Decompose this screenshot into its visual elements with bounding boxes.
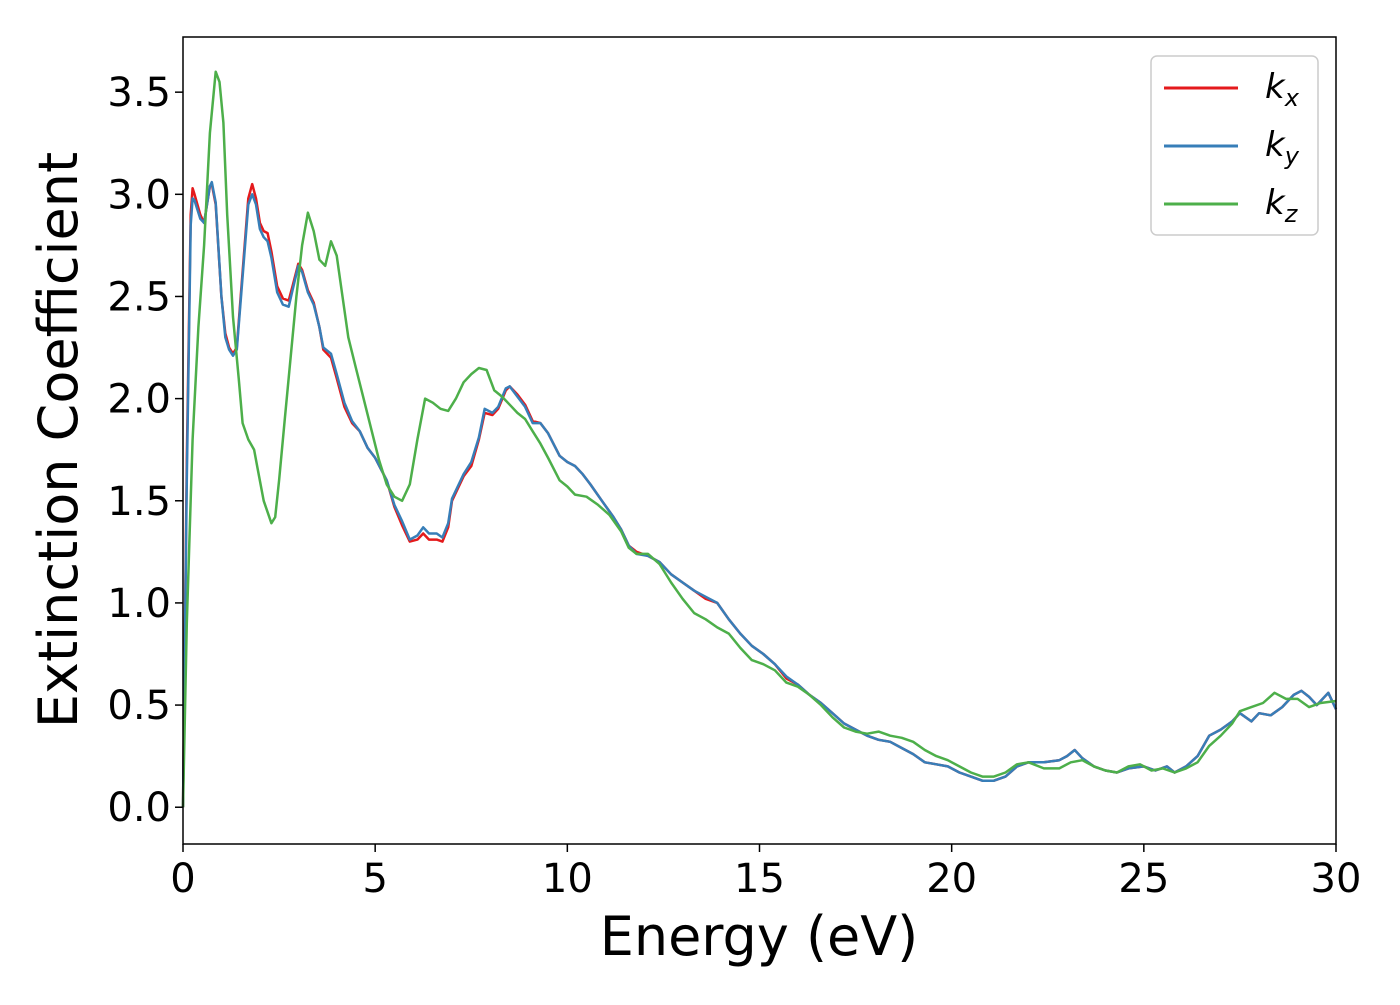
y-axis-title: Extinction Coefficient bbox=[27, 152, 90, 728]
x-tick-label: 30 bbox=[1311, 856, 1362, 902]
x-axis: 0 5 10 15 20 25 30 bbox=[170, 844, 1361, 902]
x-tick-label: 10 bbox=[542, 856, 593, 902]
series-line-z bbox=[181, 70, 1337, 808]
x-axis-title: Energy (eV) bbox=[600, 905, 919, 968]
y-tick-label: 1.0 bbox=[107, 581, 171, 627]
y-tick-label: 3.0 bbox=[107, 172, 171, 218]
x-tick-label: 20 bbox=[926, 856, 977, 902]
y-axis: 0.0 0.5 1.0 1.5 2.0 2.5 3.0 3.5 bbox=[107, 70, 183, 831]
x-tick-label: 5 bbox=[362, 856, 387, 902]
x-tick-label: 15 bbox=[734, 856, 785, 902]
y-tick-label: 0.5 bbox=[107, 683, 171, 729]
y-tick-label: 0.0 bbox=[107, 785, 171, 831]
y-tick-label: 2.5 bbox=[107, 274, 171, 320]
y-tick-label: 1.5 bbox=[107, 479, 171, 525]
y-tick-label: 2.0 bbox=[107, 377, 171, 423]
series-line-x bbox=[181, 182, 1338, 808]
series-line-y bbox=[181, 180, 1338, 808]
x-tick-label: 0 bbox=[170, 856, 195, 902]
x-tick-label: 25 bbox=[1118, 856, 1169, 902]
series-layer bbox=[181, 70, 1338, 808]
y-tick-label: 3.5 bbox=[107, 70, 171, 116]
